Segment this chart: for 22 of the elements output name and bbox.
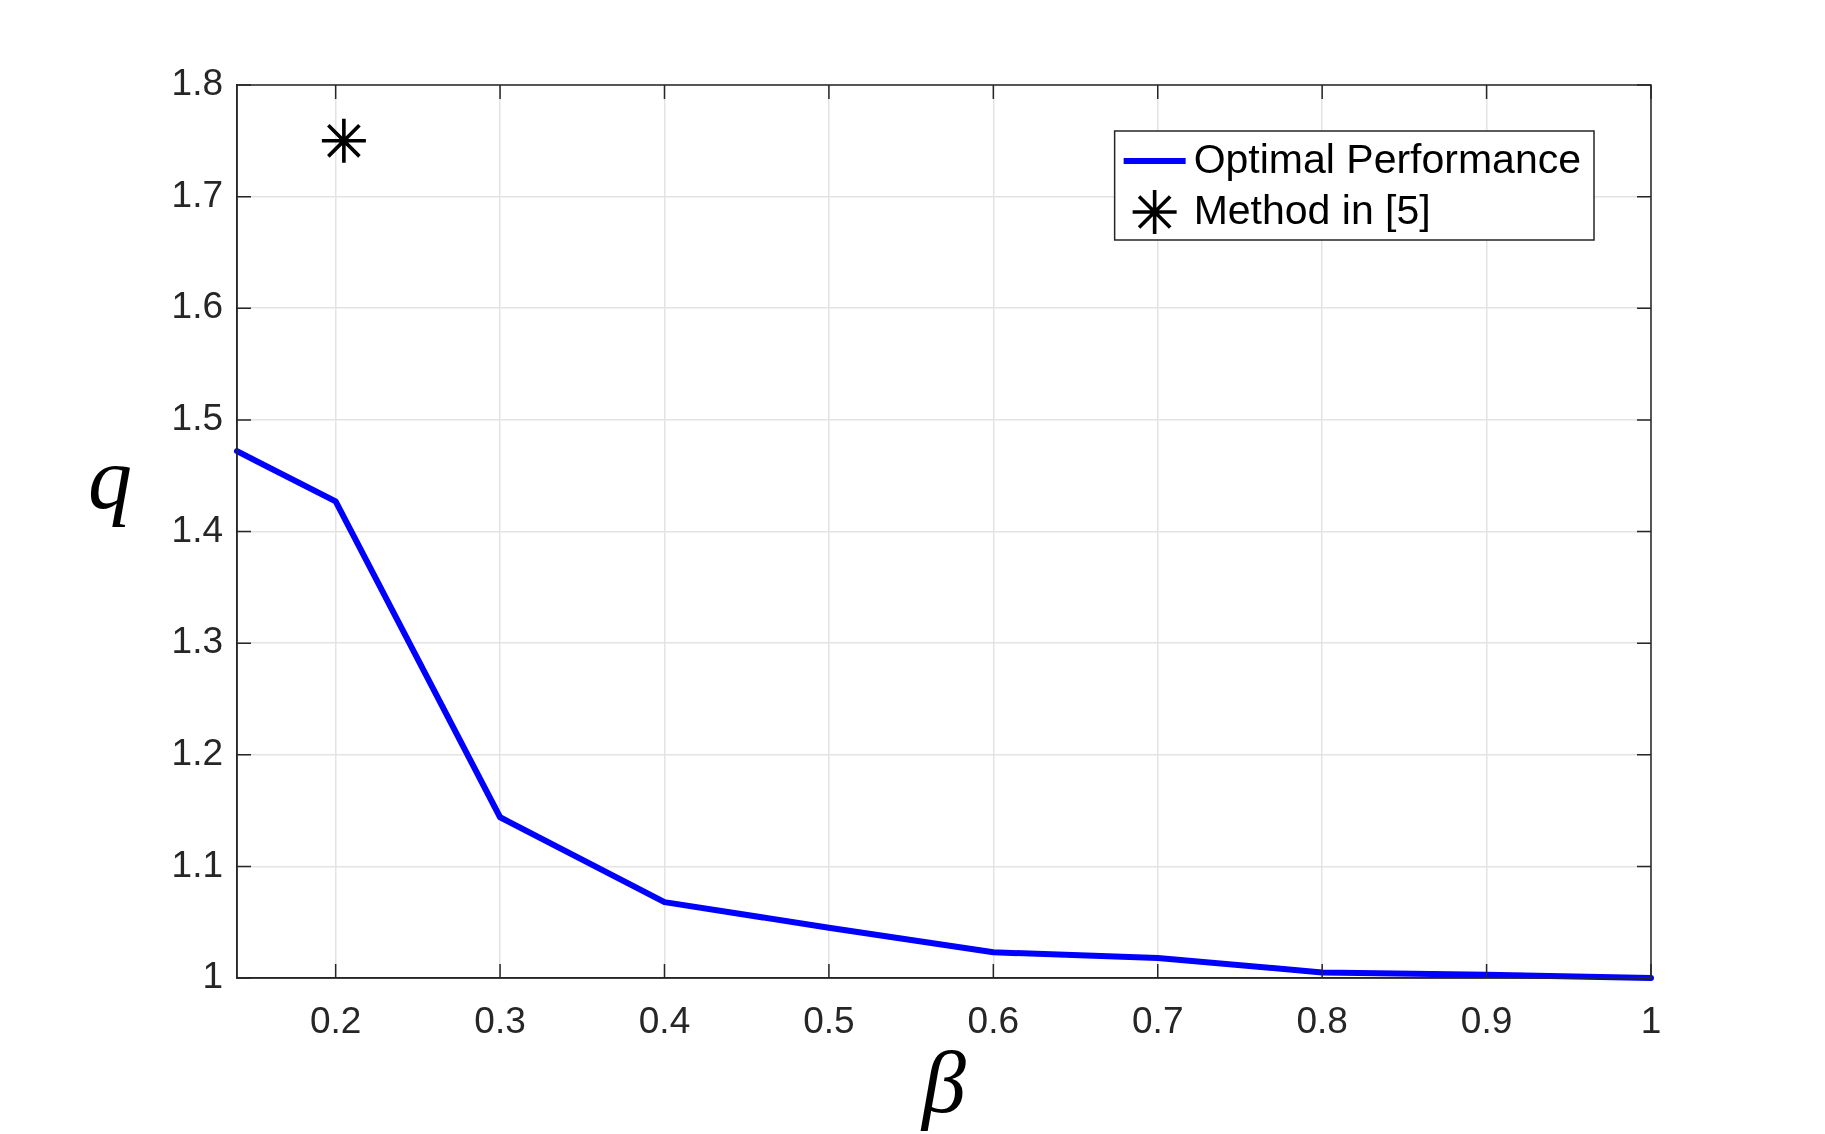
y-tick-label: 1.5 <box>171 397 223 439</box>
x-tick-label: 0.5 <box>803 1000 855 1042</box>
y-axis-title: q <box>88 429 132 527</box>
y-tick-label: 1.8 <box>171 62 223 104</box>
x-tick-label: 0.7 <box>1132 1000 1184 1042</box>
y-tick-label: 1.7 <box>171 173 223 215</box>
y-tick-label: 1.6 <box>171 285 223 327</box>
x-tick-label: 1 <box>1640 1000 1662 1042</box>
x-tick-label: 0.9 <box>1460 1000 1513 1042</box>
x-tick-label: 0.3 <box>474 1000 526 1042</box>
x-tick-label: 0.8 <box>1296 1000 1348 1042</box>
y-tick-label: 1.4 <box>171 508 223 550</box>
y-tick-label: 1.3 <box>171 620 223 662</box>
y-tick-label: 1.2 <box>171 731 223 773</box>
y-tick-label: 1 <box>202 955 223 997</box>
x-axis-title: β <box>920 1034 967 1131</box>
legend-label: Optimal Performance <box>1193 136 1581 183</box>
x-tick-label: 0.2 <box>309 1000 362 1042</box>
legend-label: Method in [5] <box>1193 187 1431 234</box>
x-tick-label: 0.4 <box>638 1000 691 1042</box>
y-tick-label: 1.1 <box>171 843 223 885</box>
x-tick-label: 0.6 <box>967 1000 1020 1042</box>
